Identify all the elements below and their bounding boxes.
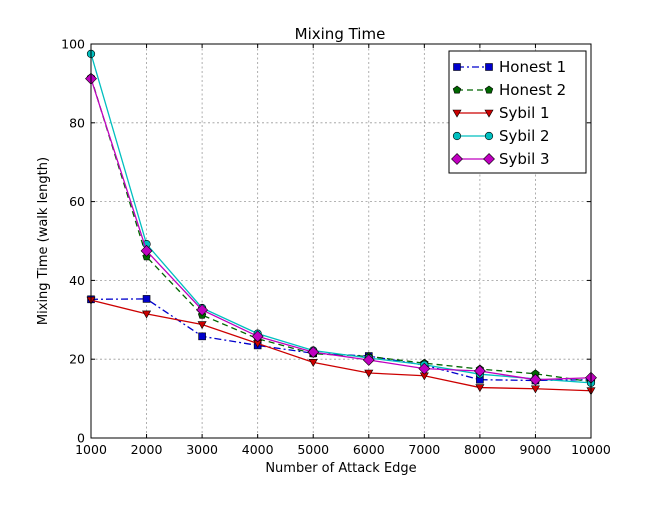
data-point-sybil-3 — [362, 354, 375, 366]
data-point-sybil-1 — [308, 359, 318, 367]
legend-box — [448, 50, 587, 174]
legend-marker — [484, 85, 494, 94]
legend-label: Honest 1 — [499, 58, 566, 76]
data-point-sybil-1 — [197, 321, 207, 330]
legend-entry-honest-1: Honest 1 — [453, 58, 566, 76]
data-point-sybil-3 — [529, 373, 542, 386]
data-point-sybil-3 — [307, 346, 320, 359]
legend-marker — [484, 109, 494, 118]
data-point-sybil-1 — [364, 369, 374, 378]
x-tick-label: 3000 — [186, 442, 218, 457]
data-point-sybil-3 — [418, 362, 431, 375]
legend-entry-sybil-2: Sybil 2 — [452, 127, 550, 145]
data-point-honest-1 — [142, 295, 151, 303]
legend-entry-sybil-3: Sybil 3 — [451, 150, 550, 168]
y-tick-label: 60 — [69, 194, 85, 209]
legend-marker — [452, 131, 462, 141]
series-line-sybil-3 — [90, 78, 592, 381]
x-tick-label: 2000 — [131, 442, 163, 457]
series-honest-1 — [87, 295, 595, 385]
data-point-honest-1 — [198, 332, 206, 341]
x-tick-label: 1000 — [75, 442, 107, 457]
legend: Honest 1 Honest 2 Sybil 1 Sybil 2 Sybil 3 — [448, 50, 587, 174]
data-point-sybil-1 — [530, 385, 540, 394]
x-tick-label: 7000 — [408, 442, 440, 457]
legend-marker — [452, 109, 462, 118]
data-point-sybil-1 — [475, 384, 485, 393]
legend-label: Sybil 2 — [499, 127, 550, 145]
y-tick-label: 40 — [69, 273, 85, 288]
y-tick-label: 20 — [69, 352, 85, 367]
legend-marker — [485, 63, 493, 71]
legend-label: Honest 2 — [499, 81, 566, 99]
x-tick-label: 5000 — [297, 442, 329, 457]
chart-title: Mixing Time — [295, 25, 386, 43]
legend-label: Sybil 3 — [499, 150, 550, 168]
series-line-sybil-1 — [90, 299, 592, 392]
axis-ticks: 1000 2000 3000 4000 5000 6000 7000 8000 9000 1000… — [61, 37, 611, 458]
y-tick-label: 100 — [61, 37, 85, 52]
legend-marker — [451, 153, 463, 165]
y-tick-label: 0 — [77, 431, 85, 446]
plot-frame — [90, 43, 592, 439]
legend-marker — [484, 131, 494, 141]
data-point-sybil-3 — [140, 244, 153, 257]
legend-marker — [452, 85, 462, 94]
series-line-sybil-2 — [90, 53, 592, 384]
legend-entry-honest-2: Honest 2 — [452, 81, 566, 99]
x-tick-label: 10000 — [571, 442, 611, 457]
y-tick-label: 80 — [69, 115, 85, 130]
y-axis-label: Mixing Time (walk length) — [36, 157, 51, 325]
x-tick-label: 9000 — [520, 442, 552, 457]
legend-marker — [483, 153, 495, 165]
x-axis-label: Number of Attack Edge — [265, 461, 416, 476]
legend-label: Sybil 1 — [499, 104, 550, 122]
data-point-sybil-1 — [142, 310, 152, 319]
data-point-sybil-3 — [473, 365, 486, 377]
x-tick-label: 6000 — [353, 442, 385, 457]
data-point-sybil-3 — [196, 304, 209, 316]
data-point-sybil-3 — [251, 330, 264, 343]
legend-entry-sybil-1: Sybil 1 — [452, 104, 550, 122]
legend-marker — [453, 63, 461, 71]
x-tick-label: 8000 — [464, 442, 496, 457]
series-sybil-1 — [86, 296, 596, 396]
x-tick-label: 4000 — [242, 442, 274, 457]
series-line-honest-2 — [90, 77, 592, 383]
